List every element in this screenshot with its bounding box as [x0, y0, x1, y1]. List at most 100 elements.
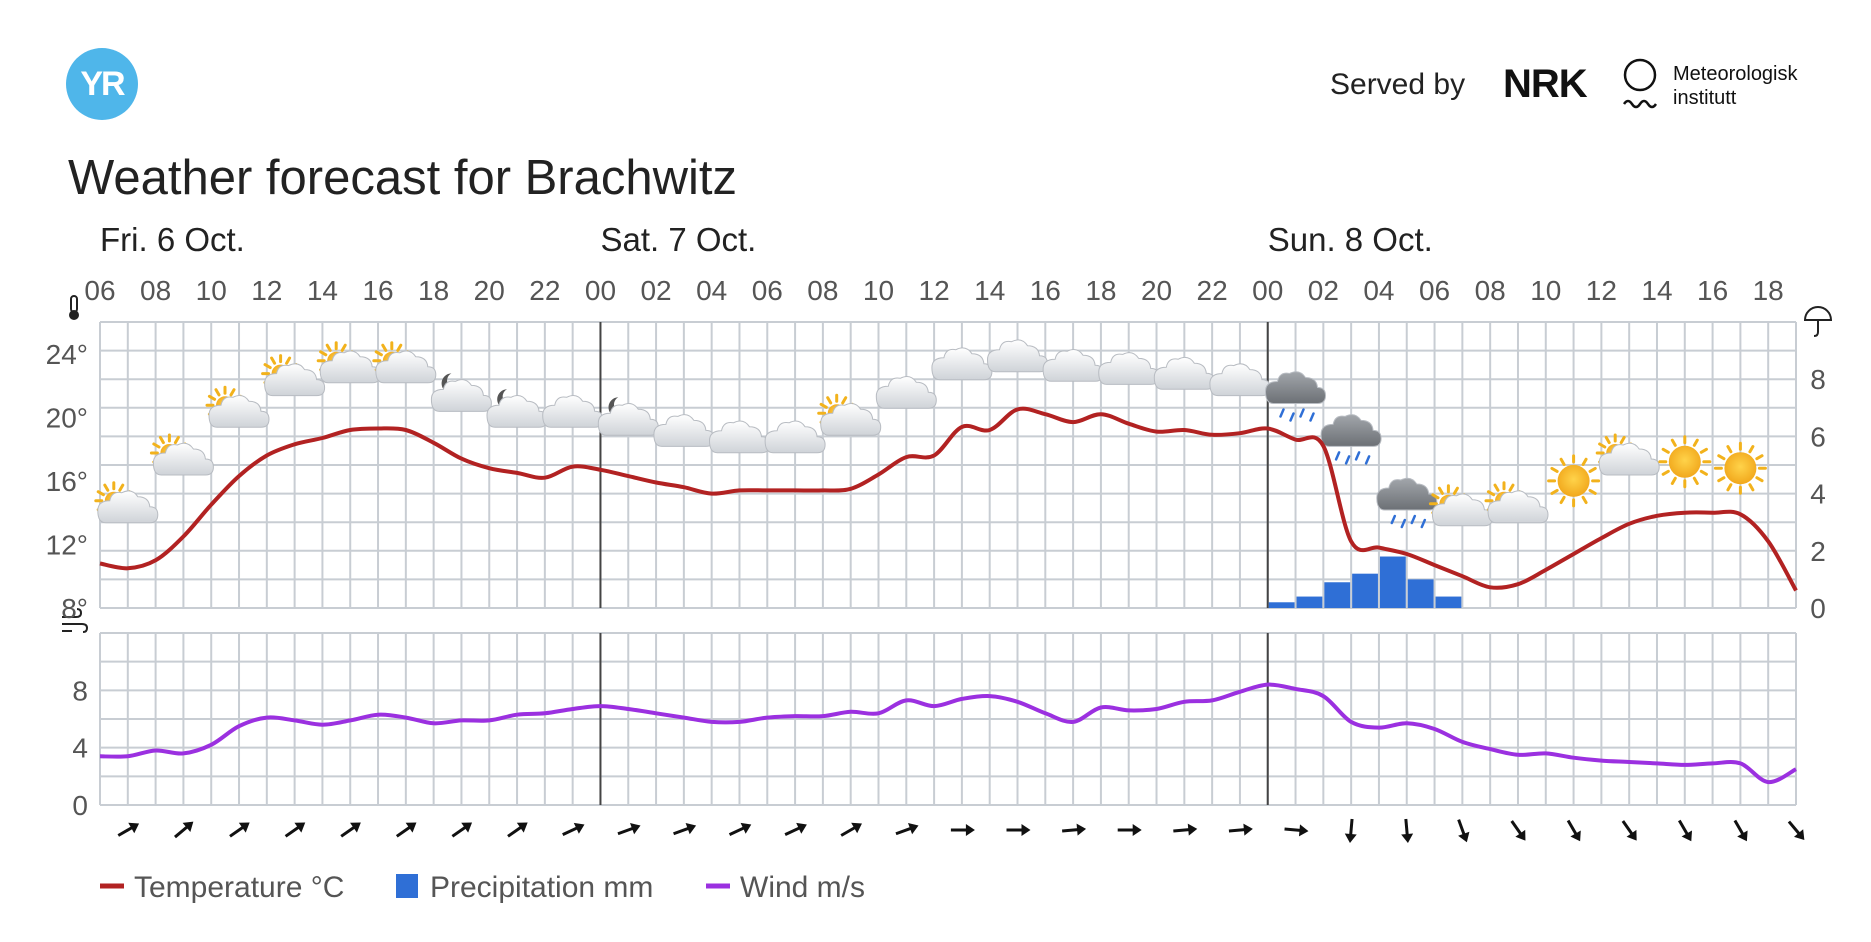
- hour-label: 16: [1697, 275, 1728, 306]
- yr-logo[interactable]: YR: [66, 48, 138, 120]
- precipitation-bar: [1296, 596, 1323, 608]
- wind-arrow-icon: [1117, 824, 1142, 836]
- wind-arrow-icon: [1733, 819, 1748, 842]
- wind-arrow-icon: [117, 822, 140, 837]
- cloud-icon: [931, 347, 993, 381]
- day-labels: Fri. 6 Oct. Sat. 7 Oct. Sun. 8 Oct.: [100, 221, 1433, 258]
- met-name-line1: Meteorologisk: [1673, 63, 1798, 85]
- precipitation-tick-label: 6: [1810, 421, 1826, 452]
- wind-arrow-icon: [728, 822, 752, 837]
- hour-label: 18: [1085, 275, 1116, 306]
- temperature-tick-label: 20°: [46, 402, 88, 433]
- served-by-label: Served by: [1330, 68, 1466, 101]
- partly-cloudy-day-icon: [1595, 433, 1660, 476]
- partly-cloudy-night-icon: [597, 397, 659, 436]
- wind-arrow-icon: [395, 822, 417, 838]
- hour-label: 18: [418, 275, 449, 306]
- day-label: Sun. 8 Oct.: [1268, 221, 1433, 258]
- legend-label: Wind m/s: [740, 871, 865, 904]
- legend-label: Temperature °C: [134, 871, 344, 904]
- wind-arrow-icon: [840, 822, 862, 837]
- hour-label: 02: [640, 275, 671, 306]
- cloud-icon: [875, 376, 937, 409]
- wind-arrow-icon: [1678, 819, 1692, 842]
- cloud-icon: [653, 414, 715, 447]
- wind-arrow-icon: [1510, 820, 1526, 841]
- hour-label: 08: [140, 275, 171, 306]
- hour-label: 00: [585, 275, 616, 306]
- partly-cloudy-day-icon: [372, 341, 437, 384]
- legend: Temperature °C Precipitation mm Wind m/s: [100, 871, 865, 904]
- wind-arrow-icon: [1228, 823, 1253, 836]
- hour-label: 14: [1641, 275, 1672, 306]
- legend-item: Wind m/s: [706, 871, 865, 904]
- precipitation-bar: [1379, 556, 1406, 608]
- sun-icon: [1658, 435, 1712, 489]
- wind-arrow-icon: [1457, 819, 1470, 843]
- precipitation-tick-label: 2: [1810, 536, 1826, 567]
- sun-icon: [1713, 441, 1767, 495]
- temperature-tick-label: 16°: [46, 466, 88, 497]
- cloud-icon: [1098, 352, 1160, 385]
- hour-label: 04: [696, 275, 727, 306]
- hour-label: 06: [752, 275, 783, 306]
- wind-arrow-icon: [1401, 818, 1414, 843]
- precipitation-bar: [1324, 582, 1351, 608]
- wind-arrow-icon: [1284, 824, 1309, 837]
- temperature-line: [99, 406, 1798, 592]
- wind-tick-label: 0: [72, 790, 88, 821]
- wind-icon: [62, 608, 89, 633]
- hour-label: 00: [1252, 275, 1283, 306]
- wind-arrow-icon: [950, 824, 975, 836]
- hour-label: 10: [1530, 275, 1561, 306]
- legend-label: Precipitation mm: [430, 871, 653, 904]
- partly-cloudy-day-icon: [316, 341, 381, 384]
- hour-label: 08: [1475, 275, 1506, 306]
- partly-cloudy-day-icon: [261, 354, 326, 397]
- hour-label: 18: [1753, 275, 1784, 306]
- hour-label: 22: [529, 275, 560, 306]
- wind-arrow-icon: [617, 822, 641, 836]
- sun-icon: [1547, 454, 1601, 508]
- wind-arrow-icon: [1173, 823, 1198, 836]
- nrk-logo[interactable]: NRK: [1503, 62, 1588, 106]
- wind-arrow-icon: [784, 822, 807, 837]
- hour-label: 20: [474, 275, 505, 306]
- wind-arrow-icon: [229, 822, 250, 838]
- weather-symbols: [94, 339, 1767, 529]
- wind-arrow-icon: [284, 822, 306, 838]
- temperature-tick-label: 24°: [46, 339, 88, 370]
- umbrella-icon: [1803, 306, 1833, 337]
- hour-label: 10: [863, 275, 894, 306]
- wind-arrow-icon: [340, 822, 361, 838]
- page-title: Weather forecast for Brachwitz: [68, 151, 738, 205]
- partly-cloudy-night-icon: [430, 373, 492, 412]
- cloud-icon: [708, 420, 771, 454]
- wind-arrow-icon: [673, 822, 697, 836]
- temperature-tick-label: 12°: [46, 529, 88, 560]
- day-label: Sat. 7 Oct.: [600, 221, 756, 258]
- partly-cloudy-day-icon: [94, 481, 159, 524]
- cloud-icon: [1042, 349, 1104, 382]
- precipitation-tick-label: 4: [1810, 479, 1826, 510]
- partly-cloudy-day-icon: [205, 385, 270, 428]
- hour-label: 14: [974, 275, 1005, 306]
- legend-item: Precipitation mm: [396, 871, 653, 904]
- wind-tick-label: 4: [72, 733, 88, 764]
- wind-arrow-icon: [174, 821, 194, 839]
- met-institute-logo[interactable]: Meteorologisk institutt: [1673, 62, 1798, 110]
- wind-arrow-icon: [1062, 823, 1087, 836]
- precipitation-bar: [1407, 579, 1434, 608]
- day-label: Fri. 6 Oct.: [100, 221, 245, 258]
- wind-arrow-icon: [1621, 820, 1637, 841]
- wind-line: [99, 682, 1797, 785]
- hour-label: 20: [1141, 275, 1172, 306]
- precipitation-bar: [1352, 573, 1378, 608]
- hour-label: 12: [1586, 275, 1617, 306]
- hour-label: 12: [919, 275, 950, 306]
- axis-icons: [62, 295, 1833, 633]
- partly-cloudy-day-icon: [149, 433, 214, 476]
- wind-arrow-icon: [1787, 820, 1805, 840]
- hour-label: 16: [1030, 275, 1061, 306]
